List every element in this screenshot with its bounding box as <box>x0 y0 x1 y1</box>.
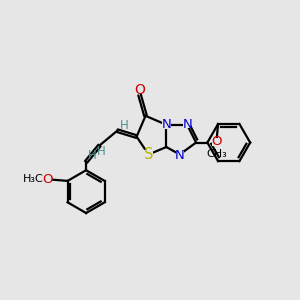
Bar <box>135 86 144 93</box>
Text: H₃C: H₃C <box>23 174 44 184</box>
Text: O: O <box>134 83 145 97</box>
Text: O: O <box>211 135 222 148</box>
Bar <box>162 121 170 129</box>
Text: N: N <box>161 118 171 131</box>
Bar <box>44 176 52 183</box>
Text: H: H <box>119 119 128 132</box>
Text: N: N <box>175 148 184 162</box>
Bar <box>212 138 221 146</box>
Bar <box>144 150 153 159</box>
Bar <box>183 120 191 128</box>
Text: H: H <box>97 145 105 158</box>
Text: N: N <box>182 118 192 130</box>
Text: S: S <box>144 147 153 162</box>
Text: H: H <box>88 149 97 162</box>
Text: O: O <box>43 173 53 186</box>
Text: CH₃: CH₃ <box>206 149 227 159</box>
Bar <box>176 151 184 159</box>
